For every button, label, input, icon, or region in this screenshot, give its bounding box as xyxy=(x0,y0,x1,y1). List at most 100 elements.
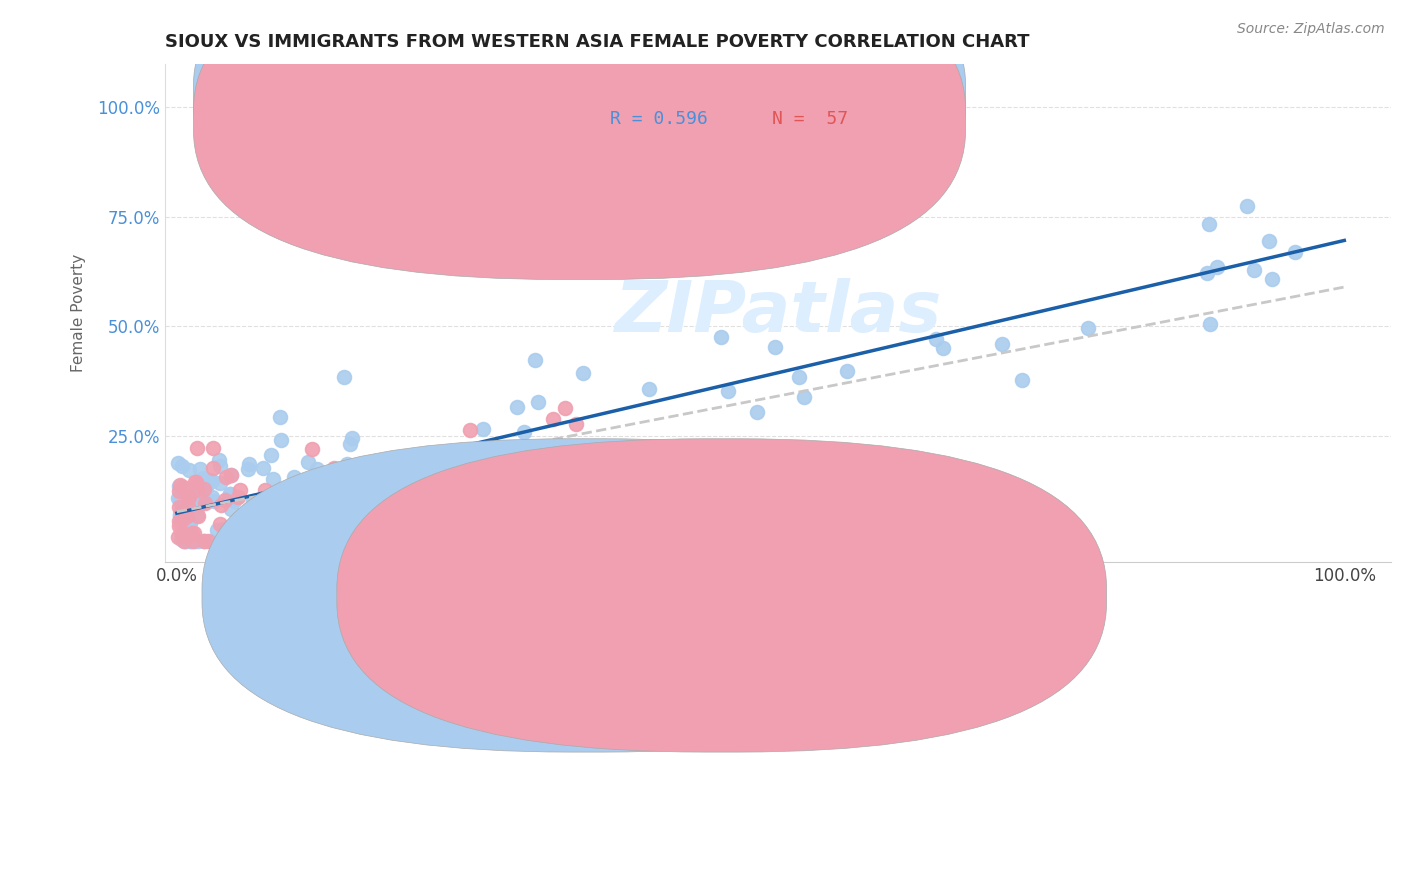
Point xyxy=(229,514,252,528)
Point xyxy=(167,479,190,493)
Point xyxy=(925,332,948,346)
Point xyxy=(458,423,481,437)
Point xyxy=(550,450,572,465)
Point xyxy=(398,516,420,531)
Point xyxy=(208,453,231,467)
Point xyxy=(208,458,231,473)
Point xyxy=(763,340,786,354)
Point xyxy=(467,458,489,472)
Point xyxy=(472,422,495,436)
Point xyxy=(172,511,194,525)
Point xyxy=(177,519,200,533)
Text: ZIPatlas: ZIPatlas xyxy=(614,278,942,348)
Point xyxy=(179,526,201,541)
Point xyxy=(554,401,576,415)
Point xyxy=(193,533,215,548)
Point xyxy=(252,506,274,520)
Point xyxy=(301,442,323,456)
Point xyxy=(242,493,264,508)
Point xyxy=(208,516,231,531)
Point xyxy=(333,369,356,384)
Point xyxy=(1284,245,1306,260)
Point xyxy=(339,437,361,451)
Point xyxy=(262,472,284,486)
FancyBboxPatch shape xyxy=(202,439,972,752)
Point xyxy=(169,519,191,533)
Point xyxy=(200,474,222,488)
Point xyxy=(229,516,252,530)
Text: N = 133: N = 133 xyxy=(772,86,848,104)
Point xyxy=(172,504,194,518)
Point xyxy=(173,533,195,548)
Point xyxy=(513,425,536,440)
Point xyxy=(170,524,193,539)
Point xyxy=(531,442,554,457)
Point xyxy=(420,522,443,536)
Point xyxy=(209,498,232,512)
Point xyxy=(242,516,264,530)
Point xyxy=(194,495,217,509)
Point xyxy=(582,459,605,474)
Point xyxy=(214,533,236,547)
Point xyxy=(186,483,208,498)
Point xyxy=(173,533,195,548)
Point xyxy=(717,384,740,398)
Point xyxy=(226,490,249,504)
Point xyxy=(1205,260,1227,274)
FancyBboxPatch shape xyxy=(194,0,966,279)
Point xyxy=(465,442,488,456)
Point xyxy=(592,449,614,463)
Point xyxy=(186,480,208,494)
Point xyxy=(174,526,197,541)
Point xyxy=(217,533,239,548)
Point xyxy=(176,509,198,524)
Point xyxy=(340,485,363,500)
Point xyxy=(177,520,200,534)
Point xyxy=(354,472,377,486)
Point xyxy=(488,475,510,490)
Point xyxy=(221,533,243,548)
Point xyxy=(1260,272,1282,286)
Point xyxy=(205,523,228,537)
Point xyxy=(180,528,202,542)
Point xyxy=(218,489,240,503)
Point xyxy=(167,500,190,514)
Point xyxy=(256,492,278,507)
Point xyxy=(252,461,274,475)
Point xyxy=(299,472,322,486)
Text: Immigrants from Western Asia: Immigrants from Western Asia xyxy=(748,586,1001,604)
Point xyxy=(177,521,200,535)
Point xyxy=(238,502,260,516)
Point xyxy=(637,382,659,396)
Point xyxy=(855,205,877,219)
Point xyxy=(340,466,363,480)
Point xyxy=(167,530,190,544)
Point xyxy=(270,433,292,447)
Point xyxy=(184,475,207,489)
Text: Source: ZipAtlas.com: Source: ZipAtlas.com xyxy=(1237,22,1385,37)
Point xyxy=(177,490,200,504)
Point xyxy=(792,390,814,404)
Point xyxy=(201,490,224,504)
Point xyxy=(264,491,287,506)
Point xyxy=(789,370,811,384)
FancyBboxPatch shape xyxy=(337,439,1107,752)
Point xyxy=(990,337,1012,351)
Point xyxy=(219,487,242,501)
Point xyxy=(541,411,564,425)
Point xyxy=(835,364,858,378)
Point xyxy=(169,478,191,492)
Point xyxy=(415,464,437,478)
Point xyxy=(315,469,337,483)
Point xyxy=(1243,263,1265,277)
Point xyxy=(186,508,208,522)
Point xyxy=(340,431,363,445)
Point xyxy=(524,352,547,367)
Point xyxy=(219,467,242,482)
Point xyxy=(173,525,195,540)
Point xyxy=(172,481,194,495)
Point xyxy=(187,494,209,508)
Text: SIOUX VS IMMIGRANTS FROM WESTERN ASIA FEMALE POVERTY CORRELATION CHART: SIOUX VS IMMIGRANTS FROM WESTERN ASIA FE… xyxy=(166,33,1029,51)
Point xyxy=(167,514,190,528)
Point xyxy=(745,405,768,419)
